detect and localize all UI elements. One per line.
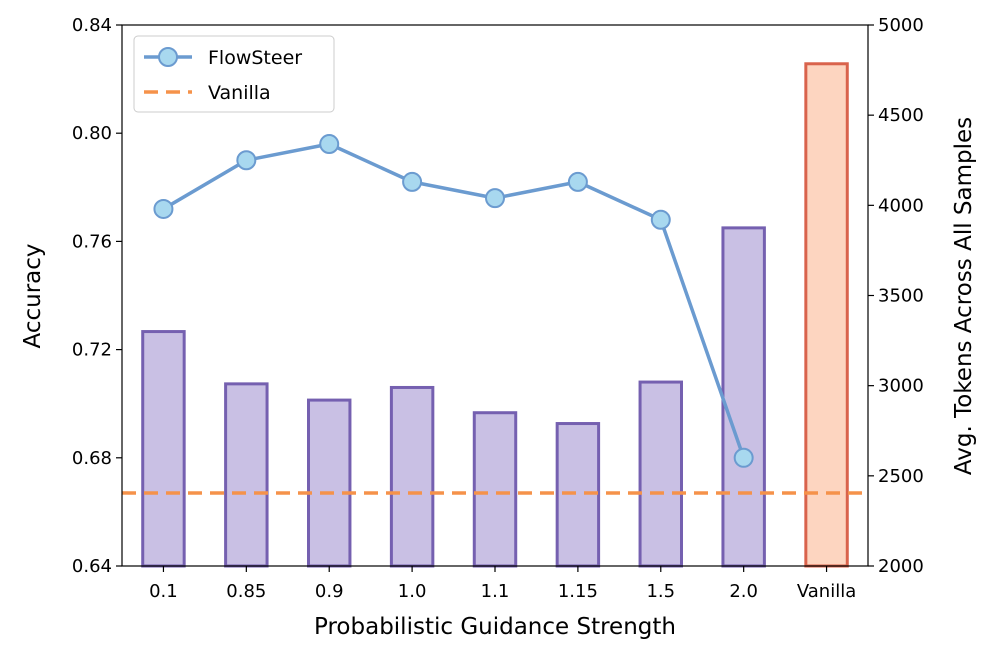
bar — [141, 330, 186, 568]
x-tick-label: 0.9 — [315, 581, 344, 602]
bar — [224, 382, 269, 568]
y-tick-label: 0.84 — [72, 15, 112, 36]
marker — [153, 198, 174, 219]
y2-tick-label: 3500 — [878, 286, 924, 307]
bar — [472, 411, 518, 568]
x-tick-label: 1.5 — [646, 581, 675, 602]
y-tick-label: 0.80 — [72, 123, 112, 144]
y2-tick-label: 4500 — [878, 105, 924, 126]
bar — [804, 62, 849, 568]
y-tick-label: 0.68 — [72, 448, 112, 469]
y-tick-label: 0.72 — [72, 340, 112, 361]
x-tick-label: 2.0 — [729, 581, 758, 602]
bar — [721, 226, 766, 568]
legend-label: FlowSteer — [208, 47, 302, 69]
legend-marker — [158, 47, 178, 67]
marker — [733, 447, 754, 468]
x-tick-label: 1.0 — [398, 581, 427, 602]
marker — [485, 188, 505, 209]
y-tick-label: 0.64 — [72, 556, 112, 577]
x-tick-label: 1.1 — [481, 581, 510, 602]
line — [162, 142, 746, 459]
legend-label: Vanilla — [208, 82, 271, 104]
y2-axis-label: Avg. Tokens Across All Samples — [951, 117, 977, 475]
y-axis-label: Accuracy — [20, 243, 46, 348]
bar — [307, 398, 352, 568]
marker — [650, 209, 671, 230]
marker — [402, 171, 423, 192]
marker — [567, 171, 588, 192]
bar — [555, 422, 601, 568]
legend-box — [133, 35, 335, 113]
y2-tick-label: 4000 — [878, 195, 924, 216]
y-tick-label: 0.76 — [72, 231, 112, 252]
y2-tick-label: 2500 — [878, 466, 924, 487]
x-tick-label: Vanilla — [797, 581, 856, 602]
x-axis-label: Probabilistic Guidance Strength — [314, 614, 676, 640]
bar — [638, 380, 683, 568]
marker — [319, 134, 340, 155]
x-tick-label: 0.85 — [226, 581, 266, 602]
marker — [236, 150, 257, 171]
x-tick-label: 1.15 — [558, 581, 598, 602]
bar — [389, 385, 435, 568]
legend: FlowSteer Vanilla — [133, 35, 335, 113]
y2-tick-label: 2000 — [878, 556, 924, 577]
x-tick-label: 0.1 — [149, 581, 178, 602]
y2-tick-label: 5000 — [878, 15, 924, 36]
y2-tick-label: 3000 — [878, 376, 924, 397]
